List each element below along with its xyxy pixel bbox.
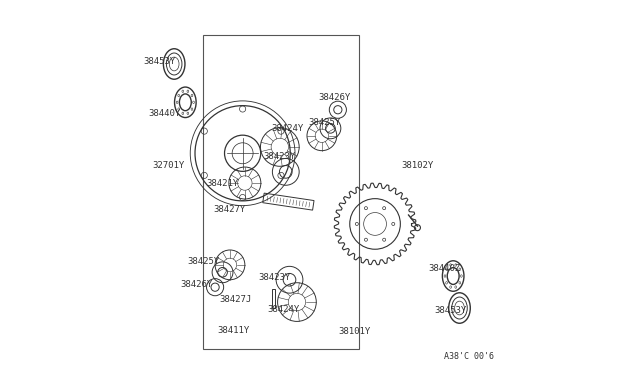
Text: 38425Y: 38425Y [308,118,340,126]
Text: 38424Y: 38424Y [268,305,300,314]
Text: 38101Y: 38101Y [338,327,371,336]
Text: 32701Y: 32701Y [152,161,185,170]
Text: 38427J: 38427J [219,295,252,304]
Text: 38453Y: 38453Y [143,57,175,66]
Text: 38426Y: 38426Y [318,93,350,102]
Text: 38423Y: 38423Y [259,273,291,282]
Text: 38440Z: 38440Z [429,264,461,273]
Text: 38423Y: 38423Y [264,153,296,161]
Text: 38102Y: 38102Y [401,161,433,170]
Text: A38'C 00'6: A38'C 00'6 [444,352,494,361]
Text: 38440Y: 38440Y [148,109,180,118]
Text: 38425Y: 38425Y [188,257,220,266]
Text: 38411Y: 38411Y [218,326,250,335]
Text: 38453Y: 38453Y [435,306,467,315]
Text: 38426Y: 38426Y [180,280,212,289]
Text: 38427Y: 38427Y [214,205,246,214]
Text: 38421Y: 38421Y [207,179,239,187]
Text: 38424Y: 38424Y [271,124,303,133]
